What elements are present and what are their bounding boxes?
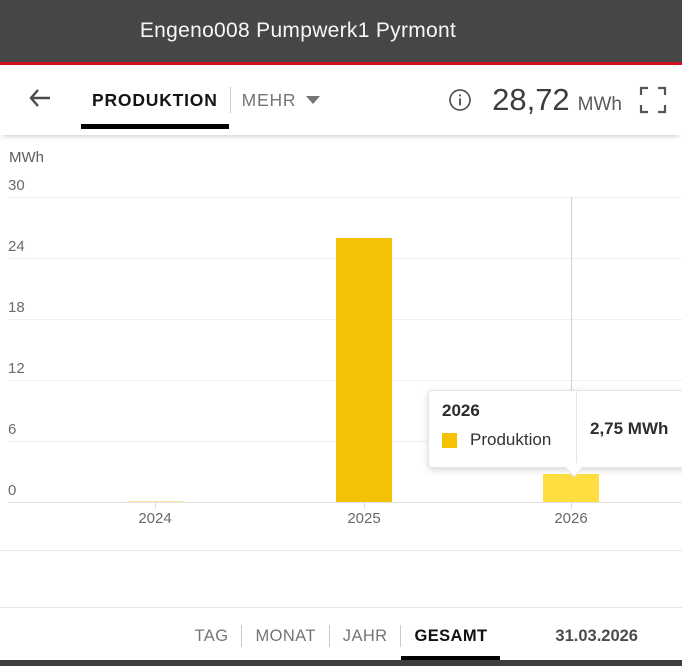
y-tick-label: 12 [8, 360, 25, 377]
tooltip-row: Produktion [442, 430, 576, 450]
back-button[interactable] [28, 88, 52, 113]
total-unit: MWh [577, 94, 622, 115]
tab-produktion[interactable]: PRODUKTION [81, 90, 229, 129]
tooltip-left: 2026 Produktion [429, 391, 576, 467]
selected-date: 31.03.2026 [555, 626, 638, 645]
fullscreen-icon[interactable] [638, 85, 668, 115]
tooltip-title: 2026 [442, 401, 480, 420]
x-tick [571, 502, 572, 509]
period-divider [241, 625, 243, 647]
tab-gesamt[interactable]: GESAMT [401, 612, 501, 661]
page-title: Engeno008 Pumpwerk1 Pyrmont [139, 19, 457, 42]
x-tick-label: 2026 [554, 510, 588, 527]
tab-mehr[interactable]: MEHR [242, 90, 321, 111]
tooltip-separator [576, 391, 577, 467]
period-selector: TAG MONAT JAHR GESAMT 31.03.2026 [0, 607, 682, 661]
y-tick-label: 30 [8, 177, 25, 194]
info-icon[interactable] [448, 88, 472, 112]
gridline-0 [8, 502, 682, 503]
y-tick-label: 18 [8, 299, 25, 316]
back-arrow-icon [28, 88, 51, 113]
app-header: Engeno008 Pumpwerk1 Pyrmont [0, 0, 682, 62]
period-divider [400, 625, 402, 647]
tab-monat[interactable]: MONAT [255, 626, 316, 645]
tooltip-series-label: Produktion [470, 430, 552, 449]
x-tick-label: 2025 [347, 510, 381, 527]
toolbar: PRODUKTION MEHR 28,72 MWh [0, 65, 682, 135]
mehr-label: MEHR [241, 89, 297, 110]
bar-2025[interactable] [336, 238, 392, 502]
tab-jahr[interactable]: JAHR [342, 626, 388, 645]
period-divider [328, 625, 330, 647]
x-tick [364, 502, 365, 509]
y-tick-label: 6 [8, 421, 17, 438]
bar-2026[interactable] [543, 474, 599, 502]
y-tick-label: 24 [8, 238, 25, 255]
tooltip-value-area: 2,75 MWh [577, 391, 682, 467]
system-bar [0, 660, 682, 666]
hover-reference-line [570, 197, 572, 502]
produktion-marker-icon [442, 432, 457, 448]
tooltip-value: 2,75 MWh [590, 419, 669, 438]
total-value: 28,72 [492, 82, 570, 117]
chart-tooltip: 2026 Produktion 2,75 MWh [428, 390, 682, 478]
y-axis-unit-label: MWh [9, 149, 44, 166]
accent-line [0, 62, 682, 65]
toolbar-right: 28,72 MWh [448, 82, 668, 118]
chevron-down-icon [306, 96, 321, 104]
x-tick [155, 502, 156, 509]
gridline-30 [8, 197, 682, 198]
y-tick-label: 0 [8, 482, 17, 499]
total-production: 28,72 MWh [492, 82, 622, 118]
tab-tag[interactable]: TAG [194, 626, 229, 645]
nav-divider [229, 87, 231, 113]
x-tick-label: 2024 [138, 510, 172, 527]
bar-chart: MWh 0 6 12 18 24 30 2024 2025 2026 2026 Produkti… [0, 141, 682, 551]
bar-2024[interactable] [127, 500, 183, 502]
